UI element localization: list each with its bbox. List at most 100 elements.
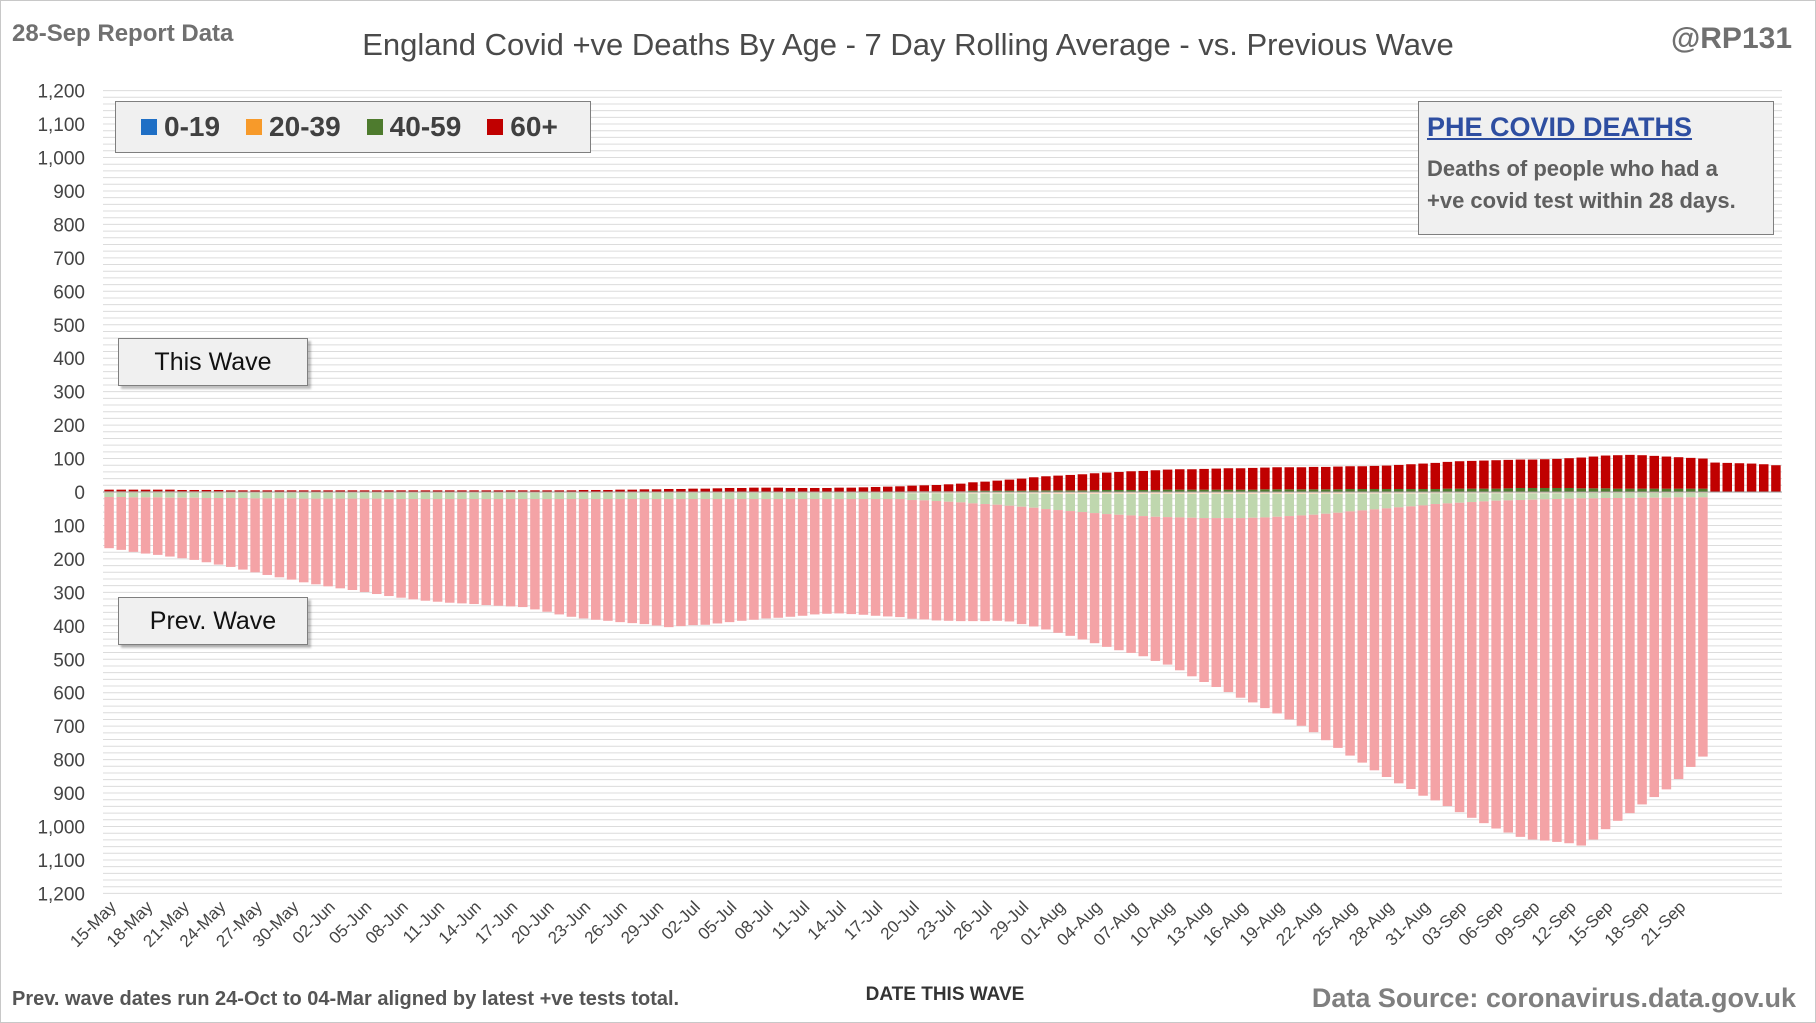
prev-wave-bar-age-20-39 [128,492,139,494]
prev-wave-bar-age-60-plus [153,497,163,555]
prev-wave-bar-age-60-plus [1321,513,1331,741]
this-wave-bar-age-60-plus [323,490,333,492]
this-wave-bar-age-40-59 [1686,488,1696,492]
this-wave-bar-age-60-plus [1637,455,1647,489]
prev-wave-bar-age-20-39 [676,492,686,494]
this-wave-bar-age-60-plus [1673,457,1684,489]
prev-wave-bar-age-60-plus [627,499,637,624]
prev-wave-bar-age-20-39 [810,492,820,494]
prev-wave-bar-age-60-plus [1089,513,1100,644]
this-wave-bar-age-40-59 [1114,489,1124,492]
prev-wave-bar-age-40-59 [1284,494,1294,517]
prev-wave-bar-age-40-59 [1053,494,1063,511]
this-wave-bar-age-60-plus [1710,462,1720,492]
this-wave-bar-age-60-plus [481,490,491,492]
prev-wave-bar-age-20-39 [931,492,942,494]
prev-wave-bar-age-20-39 [1394,492,1404,494]
prev-wave-bar-age-20-39 [201,492,212,494]
prev-wave-label: Prev. Wave [118,597,308,645]
prev-wave-bar-age-20-39 [834,492,844,494]
this-wave-bar-age-60-plus [651,489,662,492]
prev-wave-bar-age-20-39 [1260,492,1270,495]
prev-wave-bar-age-20-39 [408,492,418,494]
prev-wave-bar-age-20-39 [165,492,175,494]
prev-wave-bar-age-60-plus [165,497,175,557]
this-wave-bar-age-60-plus [335,490,345,492]
prev-wave-bar-age-20-39 [761,492,771,494]
this-wave-bar-age-60-plus [1467,460,1477,489]
this-wave-bar-age-60-plus [883,486,893,492]
prev-wave-bar-age-20-39 [1211,492,1221,495]
prev-wave-bar-age-20-39 [712,492,723,494]
prev-wave-bar-age-20-39 [797,492,808,494]
prev-wave-bar-age-40-59 [724,493,735,500]
prev-wave-bar-age-60-plus [1162,517,1173,665]
prev-wave-bar-age-40-59 [493,493,504,500]
prev-wave-bar-age-40-59 [1357,493,1367,511]
prev-wave-bar-age-60-plus [518,499,528,608]
this-wave-bar-age-60-plus [1613,455,1623,489]
prev-wave-bar-age-40-59 [469,493,479,500]
legend-item-0-19: 0-19 [141,111,220,143]
this-wave-bar-age-40-59 [1576,488,1586,492]
prev-wave-bar-age-60-plus [226,498,236,567]
prev-wave-bar-age-20-39 [213,492,224,494]
prev-wave-bar-age-60-plus [262,498,272,575]
prev-wave-bar-age-60-plus [177,497,187,559]
this-wave-bar-age-40-59 [1540,487,1550,492]
prev-wave-bar-age-60-plus [1576,498,1586,846]
info-box-line: Deaths of people who had a [1427,156,1718,181]
prev-wave-bar-age-20-39 [554,492,564,494]
this-wave-bar-age-60-plus [737,487,747,492]
y-tick-label: 900 [53,182,85,203]
prev-wave-bar-age-20-39 [177,492,187,494]
prev-wave-bar-age-60-plus [883,499,893,617]
prev-wave-bar-age-20-39 [1588,492,1599,494]
prev-wave-bar-age-20-39 [1527,492,1538,494]
this-wave-bar-age-40-59 [1162,489,1173,492]
prev-wave-bar-age-60-plus [1150,516,1161,661]
this-wave-bar-age-40-59 [980,490,990,492]
this-wave-bar-age-40-59 [1673,488,1684,492]
prev-wave-bar-age-60-plus [1248,517,1258,703]
this-wave-bar-age-60-plus [1722,462,1732,492]
prev-wave-bar-age-20-39 [518,492,528,494]
this-wave-bar-age-40-59 [1406,488,1416,492]
this-wave-bar-age-60-plus [919,485,929,492]
this-wave-bar-age-60-plus [1527,459,1538,488]
prev-wave-bar-age-40-59 [1248,494,1258,518]
prev-wave-bar-age-40-59 [1102,494,1112,515]
this-wave-bar-age-60-plus [615,489,625,492]
prev-wave-bar-age-40-59 [578,493,589,500]
prev-wave-bar-age-20-39 [591,492,601,494]
prev-wave-bar-age-60-plus [1637,497,1647,805]
prev-wave-bar-age-60-plus [785,499,796,617]
chart-title: England Covid +ve Deaths By Age - 7 Day … [362,27,1454,62]
this-wave-bar-age-40-59 [1442,488,1453,492]
this-wave-bar-age-40-59 [1284,489,1294,492]
prev-wave-bar-age-60-plus [1296,515,1307,726]
prev-wave-bar-age-60-plus [1041,509,1051,630]
prev-wave-bar-age-40-59 [505,493,516,500]
prev-wave-bar-age-60-plus [1661,497,1672,790]
this-wave-bar-age-40-59 [1126,489,1136,492]
prev-wave-bar-age-20-39 [664,492,674,494]
prev-wave-bar-age-60-plus [1114,514,1124,651]
prev-wave-bar-age-60-plus [311,498,321,585]
prev-wave-bar-age-20-39 [1296,492,1307,495]
prev-wave-bar-age-40-59 [1600,493,1611,499]
prev-wave-bar-age-40-59 [992,493,1002,505]
this-wave-bar-age-60-plus [1248,467,1258,490]
prev-wave-bar-age-40-59 [1576,493,1586,499]
this-wave-bar-age-60-plus [846,487,856,492]
prev-wave-bar-age-60-plus [1430,504,1440,801]
legend-swatch [487,119,504,135]
prev-wave-bar-age-60-plus [810,499,820,615]
this-wave-bar-age-40-59 [1321,489,1331,492]
this-wave-bar-age-60-plus [1041,476,1051,491]
prev-wave-bar-age-40-59 [1296,494,1307,516]
prev-wave-bar-age-20-39 [1333,492,1343,495]
prev-wave-bar-age-60-plus [1564,498,1574,844]
this-wave-bar-age-40-59 [1613,488,1623,492]
prev-wave-bar-age-60-plus [286,498,297,580]
